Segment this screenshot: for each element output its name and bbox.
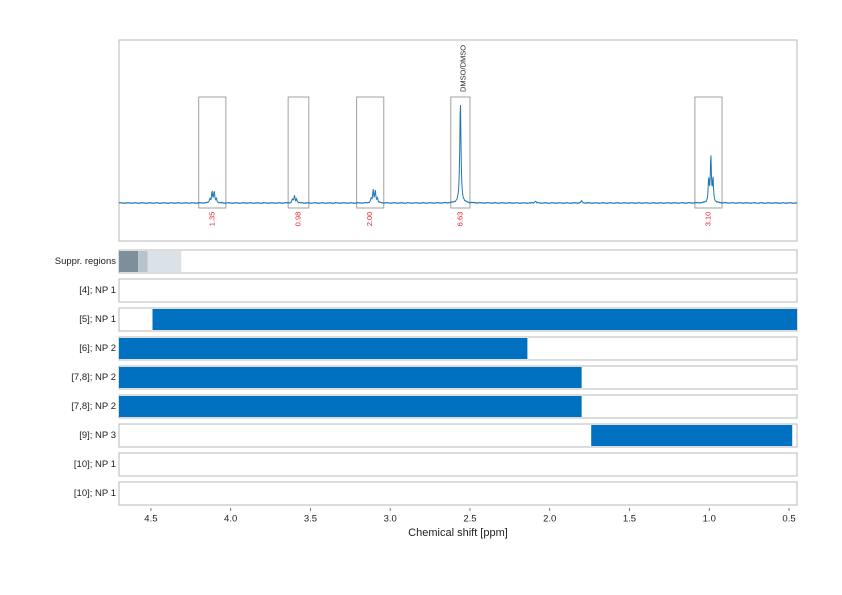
row-label: [9]; NP 3: [79, 430, 116, 441]
integral-value-label: 2.00: [365, 212, 374, 227]
x-axis-title: Chemical shift [ppm]: [408, 527, 508, 539]
suppression-segment: [138, 251, 148, 272]
spectrum-panel: 1.35 0.98 2.00 6.63 3.10 DMSO/DMSO: [118, 39, 798, 242]
row-label: [10]; NP 1: [74, 488, 116, 499]
range-bar: [152, 309, 798, 330]
integral-box: [450, 96, 471, 209]
x-tick-label: 3.0: [384, 514, 397, 525]
suppression-segment: [147, 251, 182, 272]
range-bar: [119, 396, 582, 417]
range-bar: [119, 367, 582, 388]
range-row-frame: [118, 249, 798, 274]
row-label: [5]; NP 1: [79, 314, 116, 325]
range-row-frame: [118, 481, 798, 506]
row-label: [4]; NP 1: [79, 285, 116, 296]
integral-value-label: 0.98: [293, 212, 302, 227]
integral-box: [694, 96, 723, 209]
row-label: [7,8]; NP 2: [71, 401, 116, 412]
integral-box: [287, 96, 310, 209]
row-label: [6]; NP 2: [79, 343, 116, 354]
spectrum-frame: [118, 39, 798, 242]
suppression-segment: [119, 251, 139, 272]
peak-annotation: DMSO/DMSO: [458, 45, 467, 92]
x-axis: 4.5 4.0 3.5 3.0 2.5 2.0 1.5 1.0 0.5 Chemical shif…: [144, 508, 796, 539]
integral-value-label: 3.10: [703, 212, 712, 227]
x-tick-label: 4.5: [144, 514, 157, 525]
integral-value-label: 6.63: [455, 212, 464, 227]
row-label: Suppr. regions: [55, 256, 117, 267]
integral-value-label: 1.35: [207, 212, 216, 227]
spectrum-line: [118, 105, 798, 205]
integral-box: [198, 96, 227, 209]
range-bar: [591, 425, 793, 446]
range-row-frame: [118, 278, 798, 303]
x-tick-label: 4.0: [224, 514, 237, 525]
integral-box: [356, 96, 385, 209]
x-tick-label: 3.5: [304, 514, 317, 525]
range-row-frame: [118, 452, 798, 477]
row-label: [10]; NP 1: [74, 459, 116, 470]
x-tick-label: 1.0: [703, 514, 716, 525]
row-label: [7,8]; NP 2: [71, 372, 116, 383]
range-rows-panel: Suppr. regions [4]; NP 1 [5]; NP 1 [6]; NP …: [55, 249, 798, 506]
x-tick-label: 2.0: [543, 514, 556, 525]
x-tick-label: 2.5: [463, 514, 476, 525]
x-tick-label: 1.5: [623, 514, 636, 525]
range-bar: [119, 338, 528, 359]
x-tick-label: 0.5: [782, 514, 795, 525]
